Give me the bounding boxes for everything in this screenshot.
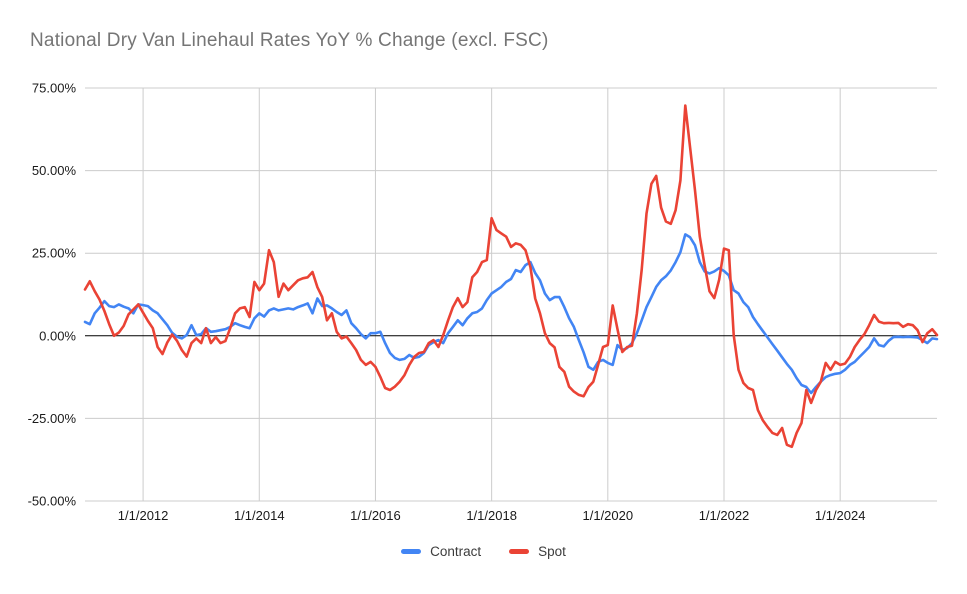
x-axis-tick-label: 1/1/2018 [466,508,517,523]
spot-series-swatch [509,549,530,554]
x-axis-tick-label: 1/1/2016 [350,508,401,523]
y-axis-tick-label: 0.00% [39,328,76,343]
spot-series-line [83,104,939,449]
legend-item-spot[interactable]: Spot [509,544,566,559]
contract-series-swatch [401,549,422,554]
y-axis-tick-label: 25.00% [32,246,77,261]
legend-item-contract[interactable]: Contract [401,544,481,559]
y-axis-tick-label: 75.00% [32,81,77,96]
x-axis-tick-label: 1/1/2024 [815,508,866,523]
y-axis-tick-label: -50.00% [28,494,77,509]
x-axis-tick-label: 1/1/2022 [699,508,750,523]
x-axis-tick-label: 1/1/2020 [583,508,634,523]
y-axis-tick-label: 50.00% [32,163,77,178]
legend-label-contract: Contract [430,544,482,559]
contract-series-line [83,233,939,395]
x-axis-tick-label: 1/1/2014 [234,508,285,523]
legend: Contract Spot [0,544,967,559]
y-axis-tick-label: -25.00% [28,411,77,426]
legend-label-spot: Spot [538,544,566,559]
x-axis-tick-label: 1/1/2012 [118,508,169,523]
chart-title: National Dry Van Linehaul Rates YoY % Ch… [30,30,549,51]
